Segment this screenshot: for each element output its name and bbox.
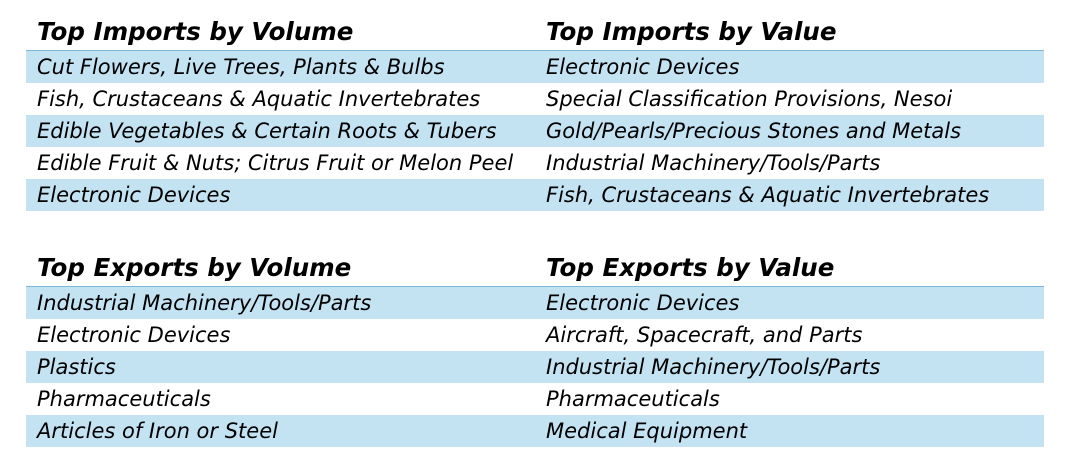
exports-volume-cell: Articles of Iron or Steel (37, 419, 278, 443)
exports-volume-cell: Industrial Machinery/Tools/Parts (37, 291, 372, 315)
table-row: Plastics Industrial Machinery/Tools/Part… (26, 351, 1044, 383)
imports-value-cell: Electronic Devices (546, 55, 740, 79)
imports-volume-cell: Edible Fruit & Nuts; Citrus Fruit or Mel… (37, 151, 514, 175)
table-row: Electronic Devices Fish, Crustaceans & A… (26, 179, 1044, 211)
exports-volume-cell: Electronic Devices (37, 323, 231, 347)
table-row: Industrial Machinery/Tools/Parts Electro… (26, 287, 1044, 319)
imports-volume-cell: Edible Vegetables & Certain Roots & Tube… (37, 119, 497, 143)
imports-volume-cell: Electronic Devices (37, 183, 231, 207)
exports-table: Top Exports by Volume Top Exports by Val… (26, 250, 1044, 447)
table-row: Cut Flowers, Live Trees, Plants & Bulbs … (26, 51, 1044, 83)
table-row: Edible Vegetables & Certain Roots & Tube… (26, 115, 1044, 147)
table-row: Edible Fruit & Nuts; Citrus Fruit or Mel… (26, 147, 1044, 179)
exports-value-cell: Medical Equipment (546, 419, 748, 443)
exports-value-cell: Aircraft, Spacecraft, and Parts (546, 323, 863, 347)
exports-by-value-heading: Top Exports by Value (546, 253, 835, 282)
exports-volume-cell: Pharmaceuticals (37, 387, 211, 411)
imports-table: Top Imports by Volume Top Imports by Val… (26, 14, 1044, 211)
imports-header-row: Top Imports by Volume Top Imports by Val… (26, 14, 1044, 51)
table-row: Pharmaceuticals Pharmaceuticals (26, 383, 1044, 415)
imports-volume-cell: Cut Flowers, Live Trees, Plants & Bulbs (37, 55, 445, 79)
table-row: Fish, Crustaceans & Aquatic Invertebrate… (26, 83, 1044, 115)
imports-by-value-heading: Top Imports by Value (546, 17, 837, 46)
imports-value-cell: Fish, Crustaceans & Aquatic Invertebrate… (546, 183, 990, 207)
imports-by-volume-heading: Top Imports by Volume (37, 17, 354, 46)
exports-value-cell: Electronic Devices (546, 291, 740, 315)
imports-value-cell: Gold/Pearls/Precious Stones and Metals (546, 119, 962, 143)
imports-value-cell: Special Classification Provisions, Nesoi (546, 87, 953, 111)
imports-value-cell: Industrial Machinery/Tools/Parts (546, 151, 881, 175)
exports-by-volume-heading: Top Exports by Volume (37, 253, 352, 282)
exports-header-row: Top Exports by Volume Top Exports by Val… (26, 250, 1044, 287)
exports-value-cell: Industrial Machinery/Tools/Parts (546, 355, 881, 379)
exports-volume-cell: Plastics (37, 355, 116, 379)
exports-value-cell: Pharmaceuticals (546, 387, 720, 411)
table-row: Articles of Iron or Steel Medical Equipm… (26, 415, 1044, 447)
imports-volume-cell: Fish, Crustaceans & Aquatic Invertebrate… (37, 87, 481, 111)
table-row: Electronic Devices Aircraft, Spacecraft,… (26, 319, 1044, 351)
